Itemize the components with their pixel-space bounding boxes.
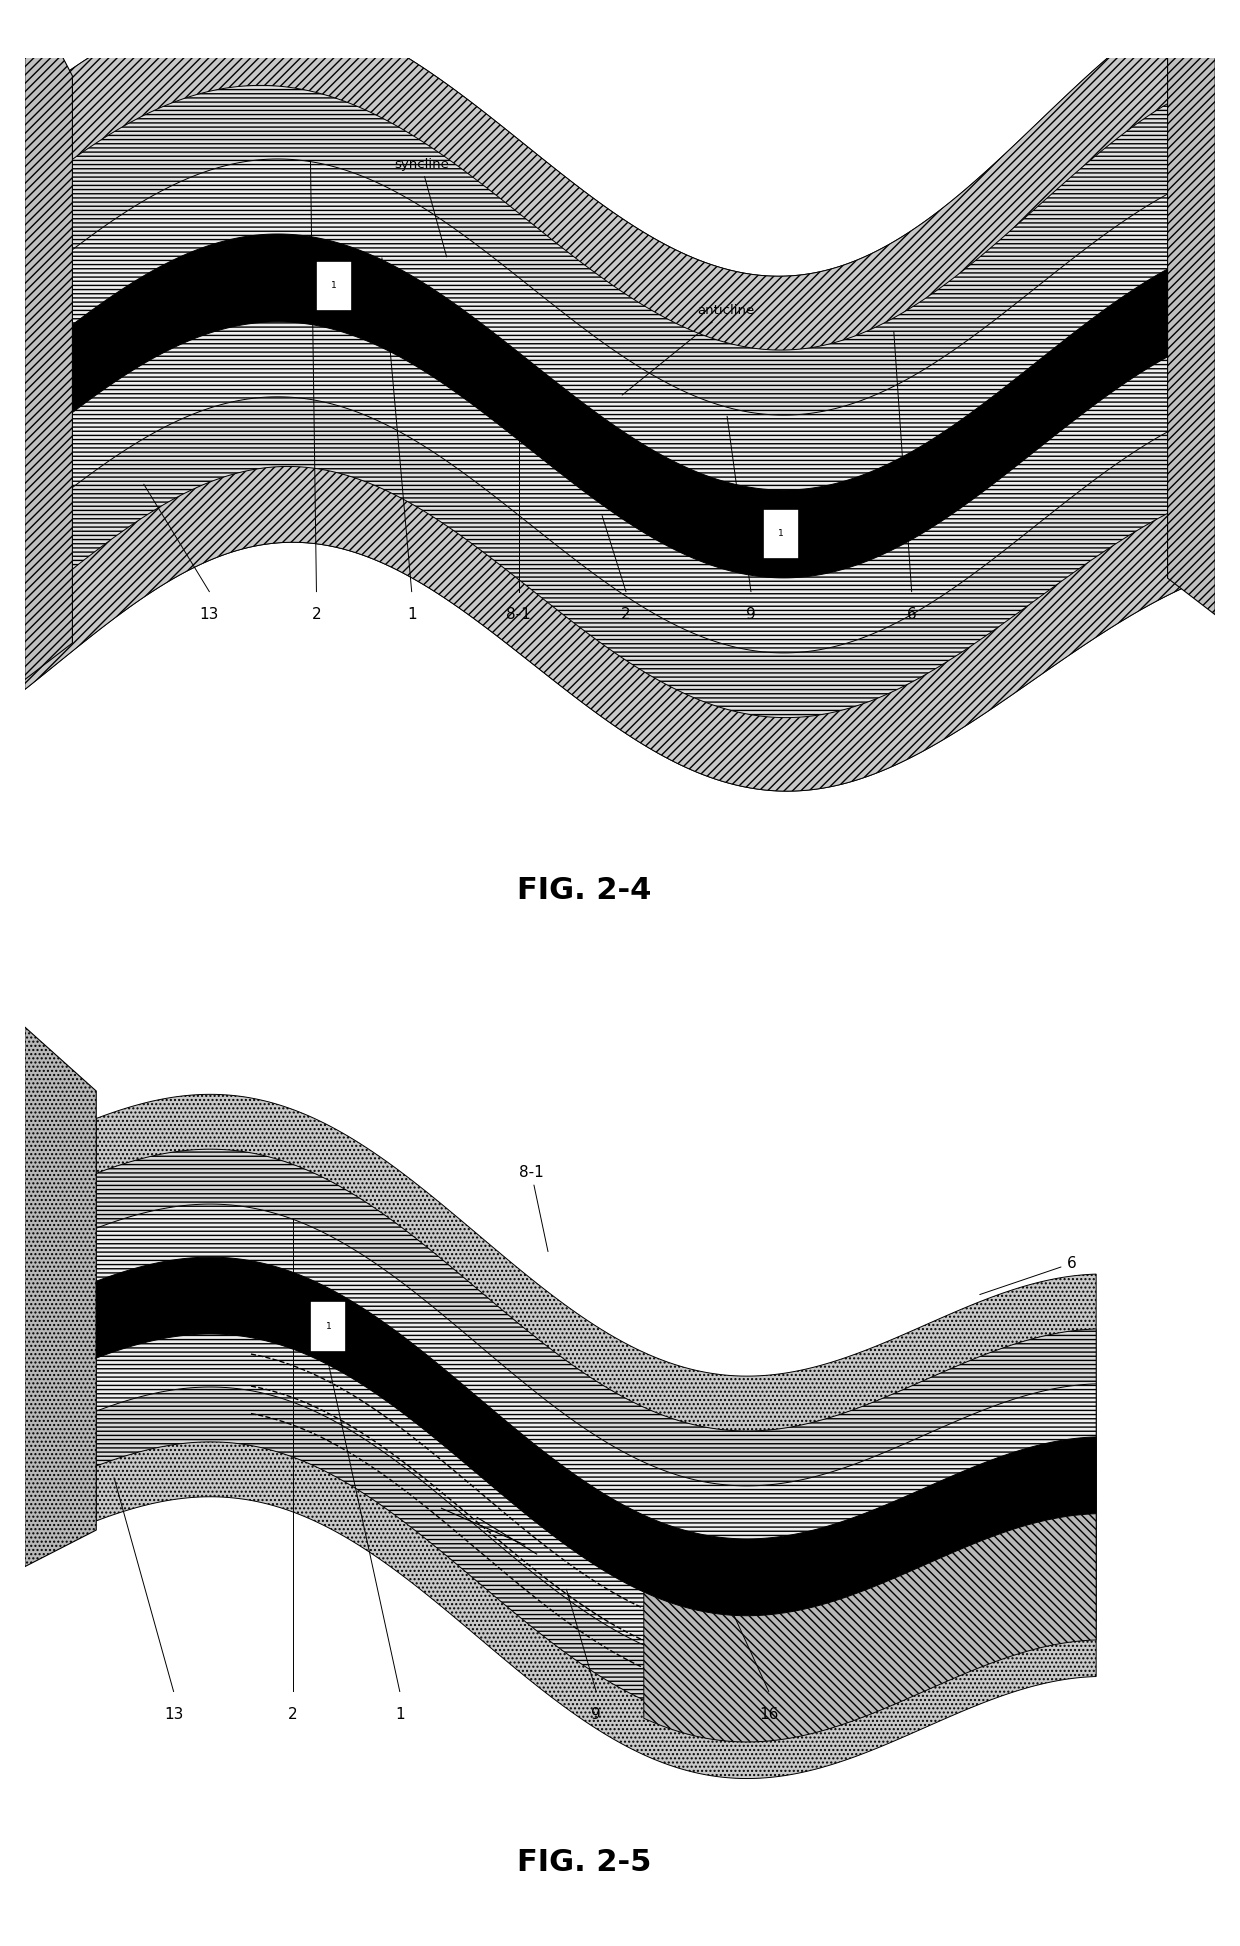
- Text: 9: 9: [591, 1707, 601, 1722]
- Polygon shape: [97, 1150, 1096, 1724]
- Bar: [763, 508, 799, 559]
- Bar: [310, 1302, 346, 1352]
- Polygon shape: [1168, 0, 1215, 615]
- Polygon shape: [97, 1094, 1096, 1779]
- Text: 16: 16: [759, 1707, 779, 1722]
- Text: 8-1: 8-1: [506, 607, 531, 623]
- Text: 1: 1: [407, 607, 417, 623]
- Text: 13: 13: [200, 607, 219, 623]
- Polygon shape: [25, 82, 1215, 718]
- Text: 1: 1: [777, 529, 784, 539]
- Text: 2: 2: [288, 1707, 298, 1722]
- Polygon shape: [25, 0, 1215, 792]
- Bar: [316, 261, 352, 311]
- Polygon shape: [25, 160, 1215, 652]
- Text: FIG. 2-5: FIG. 2-5: [517, 1849, 651, 1878]
- Text: anticline: anticline: [622, 304, 755, 395]
- Text: 13: 13: [164, 1707, 184, 1722]
- Text: 6: 6: [980, 1255, 1076, 1294]
- Text: 2: 2: [621, 607, 631, 623]
- Text: 2: 2: [311, 607, 321, 623]
- Polygon shape: [97, 1205, 1096, 1670]
- Polygon shape: [644, 1514, 1096, 1742]
- Text: 1: 1: [331, 282, 337, 290]
- Polygon shape: [25, 0, 1215, 792]
- Text: 9: 9: [746, 607, 756, 623]
- Text: 1: 1: [325, 1321, 331, 1331]
- Text: syncline: syncline: [394, 158, 449, 257]
- Polygon shape: [97, 1257, 1096, 1615]
- Text: FIG. 2-4: FIG. 2-4: [517, 876, 651, 905]
- Polygon shape: [25, 0, 72, 679]
- Text: 1: 1: [396, 1707, 404, 1722]
- Text: 6: 6: [906, 607, 916, 623]
- Text: 8-1: 8-1: [518, 1164, 548, 1251]
- Polygon shape: [25, 1027, 97, 1567]
- Polygon shape: [25, 234, 1215, 578]
